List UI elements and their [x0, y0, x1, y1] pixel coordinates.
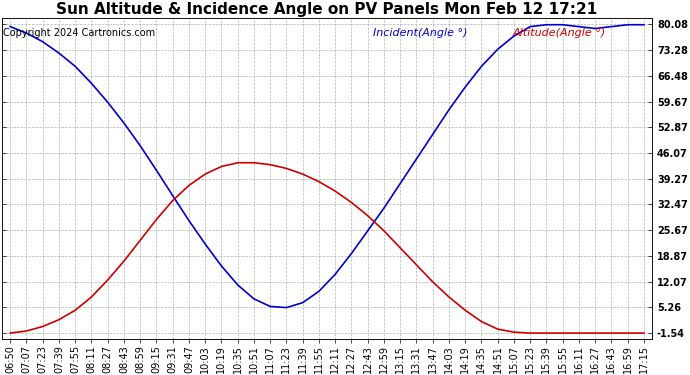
Text: Incident(Angle °): Incident(Angle °) — [373, 28, 467, 38]
Text: Copyright 2024 Cartronics.com: Copyright 2024 Cartronics.com — [3, 28, 155, 38]
Title: Sun Altitude & Incidence Angle on PV Panels Mon Feb 12 17:21: Sun Altitude & Incidence Angle on PV Pan… — [57, 2, 598, 17]
Text: Altitude(Angle °): Altitude(Angle °) — [512, 28, 606, 38]
